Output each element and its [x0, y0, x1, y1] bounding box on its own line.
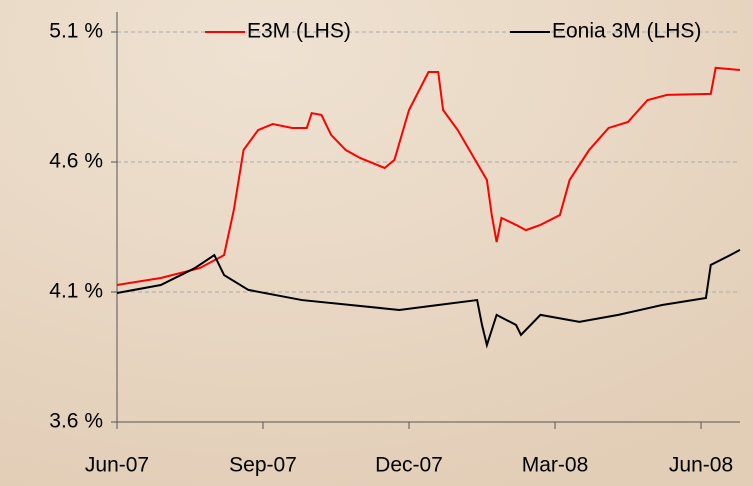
x-tick-label: Dec-07 [375, 454, 443, 477]
y-tick-label: 4.6 % [49, 150, 103, 173]
legend-label: E3M (LHS) [247, 20, 351, 43]
x-tick-label: Jun-07 [85, 454, 149, 477]
legend-label: Eonia 3M (LHS) [552, 20, 701, 43]
y-tick-label: 3.6 % [49, 410, 103, 433]
y-tick-label: 4.1 % [49, 280, 103, 303]
x-tick-label: Jun-08 [669, 454, 733, 477]
series-line [116, 248, 741, 349]
series-line [116, 66, 741, 286]
y-tick-label: 5.1 % [49, 20, 103, 43]
x-tick-label: Sep-07 [229, 454, 297, 477]
x-tick-label: Mar-08 [522, 454, 589, 477]
